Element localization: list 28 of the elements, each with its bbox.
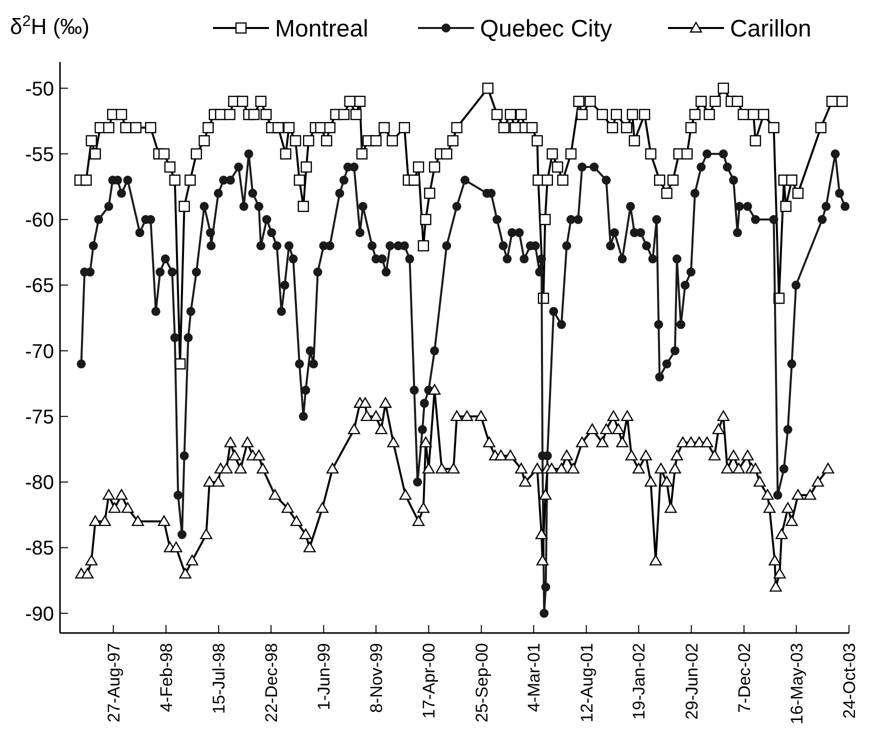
- legend-label: Quebec City: [480, 15, 612, 42]
- y-tick-label: -85: [25, 538, 54, 560]
- y-tick-label: -75: [25, 406, 54, 428]
- x-tick-label: 24-Oct-03: [840, 643, 859, 719]
- x-tick-label: 22-Dec-98: [262, 643, 281, 722]
- y-tick-label: -90: [25, 603, 54, 626]
- y-tick-label: -65: [25, 275, 54, 298]
- x-tick-label: 4-Mar-01: [524, 643, 544, 712]
- x-tick-label: 8-Nov-99: [366, 643, 386, 713]
- x-tick-label: 19-Jan-02: [630, 643, 649, 720]
- y-tick-label: -50: [25, 78, 54, 100]
- x-tick-label: 25-Sep-00: [472, 643, 492, 722]
- x-tick-label: 15-Jul-98: [210, 643, 229, 714]
- x-tick-label: 1-Jun-99: [314, 643, 334, 710]
- x-tick-label: 12-Aug-01: [577, 643, 596, 722]
- x-tick-label: 16-May-03: [787, 643, 806, 724]
- x-tick-label: 17-Apr-00: [420, 643, 439, 719]
- y-tick-label: -80: [25, 472, 54, 494]
- y-tick-label: -55: [25, 144, 54, 166]
- legend-label: Carillon: [730, 15, 812, 42]
- y-axis-title: δ$^{2}$H (‰): [10, 12, 90, 39]
- legend-label: Montreal: [275, 15, 368, 42]
- x-tick-label: 4-Feb-98: [156, 643, 176, 712]
- y-tick-label: -60: [25, 210, 54, 232]
- y-tick-label: -70: [25, 340, 54, 363]
- x-tick-label: 7-Dec-02: [734, 643, 754, 713]
- x-tick-label: 27-Aug-97: [104, 643, 124, 722]
- x-tick-label: 29-Jun-02: [682, 643, 702, 720]
